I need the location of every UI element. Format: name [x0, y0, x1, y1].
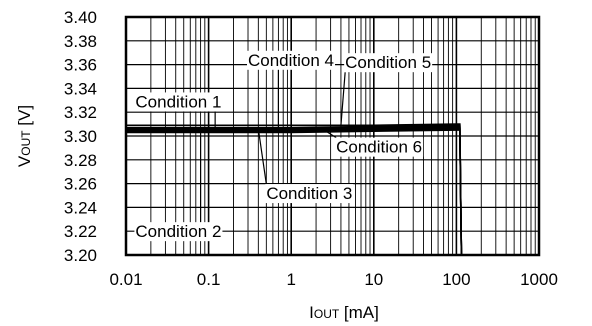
y-tick-label: 3.34: [64, 79, 97, 98]
y-axis-label: VOUT [V]: [15, 105, 34, 167]
annotation-label: Condition 4: [248, 51, 334, 70]
annotation-label-background: [335, 137, 424, 157]
x-tick-label: 0.01: [109, 270, 142, 289]
y-tick-label: 3.40: [64, 8, 97, 27]
tick-label-layer: 3.20 3.22 3.24 3.26 3.28 3.30 3.32 3.34 3.36 3.38…: [64, 8, 558, 289]
x-tick-label: 10: [364, 270, 383, 289]
y-tick-label: 3.36: [64, 56, 97, 75]
annotation-leader-line: [323, 129, 337, 139]
y-tick-label: 3.26: [64, 175, 97, 194]
x-tick-label: 0.1: [197, 270, 221, 289]
y-tick-label: 3.38: [64, 32, 97, 51]
x-tick-label: 1000: [520, 270, 558, 289]
annotation-label-background: [134, 222, 223, 242]
x-axis-label: IOUT [mA]: [309, 303, 379, 322]
y-tick-label: 3.24: [64, 198, 97, 217]
x-tick-label: 1: [286, 270, 295, 289]
annotation-leader-line: [340, 72, 346, 126]
annotation-label: Condition 2: [135, 222, 221, 241]
annotation-layer: Condition 1 Condition 2 Condition 3 Conditi…: [134, 50, 433, 242]
annotation-label-background: [134, 92, 223, 112]
y-tick-label: 3.32: [64, 103, 97, 122]
y-tick-label: 3.30: [64, 127, 97, 146]
annotation-label: Condition 3: [266, 184, 352, 203]
x-tick-label: 100: [442, 270, 470, 289]
series-layer: [126, 123, 463, 256]
annotation-label-background: [265, 184, 354, 204]
annotation-label: Condition 1: [135, 92, 221, 111]
annotation-label-background: [344, 53, 433, 73]
series-line: [126, 126, 463, 256]
annotation-label: Condition 5: [345, 53, 431, 72]
annotation-label-background: [247, 50, 336, 70]
y-tick-label: 3.28: [64, 151, 97, 170]
y-tick-label: 3.20: [64, 246, 97, 265]
annotation-leader-line: [257, 128, 267, 185]
y-tick-label: 3.22: [64, 222, 97, 241]
annotation-label: Condition 6: [336, 138, 422, 157]
